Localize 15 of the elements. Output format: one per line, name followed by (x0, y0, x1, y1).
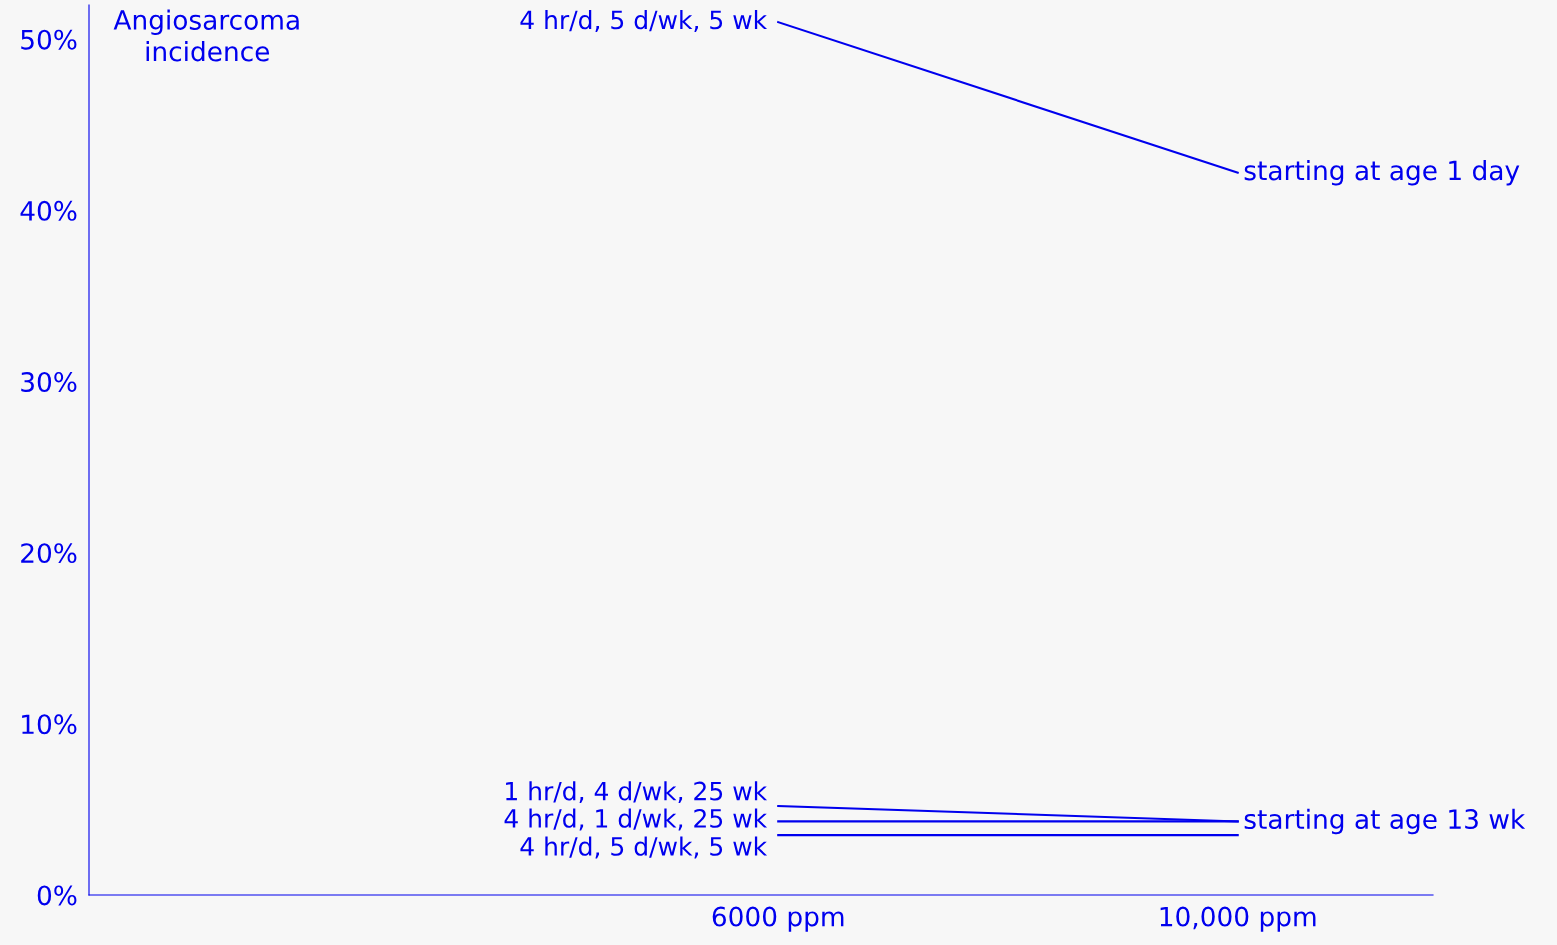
y-tick-label: 10% (22, 714, 77, 735)
x-tick-label: 6000 ppm (712, 906, 844, 932)
y-axis-title: Angiosarcoma incidence (113, 9, 299, 62)
series-label: 1 hr/d, 4 d/wk, 25 wk (506, 781, 768, 804)
y-tick-label: 40% (20, 200, 77, 221)
series-label: 4 hr/d, 5 d/wk, 5 wk (520, 10, 768, 32)
annotation: starting at age 13 wk (1244, 808, 1526, 835)
x-tick-label: 10,000 ppm (1160, 906, 1316, 932)
y-tick-label: 50% (21, 29, 77, 50)
y-tick-label: 0% (37, 885, 77, 906)
series-label: 4 hr/d, 5 d/wk, 5 wk (520, 836, 768, 859)
y-tick-label: 30% (21, 371, 77, 392)
annotation: starting at age 1 day (1244, 159, 1520, 186)
series-label: 4 hr/d, 1 d/wk, 25 wk (504, 808, 768, 831)
y-tick-label: 20% (21, 543, 77, 564)
